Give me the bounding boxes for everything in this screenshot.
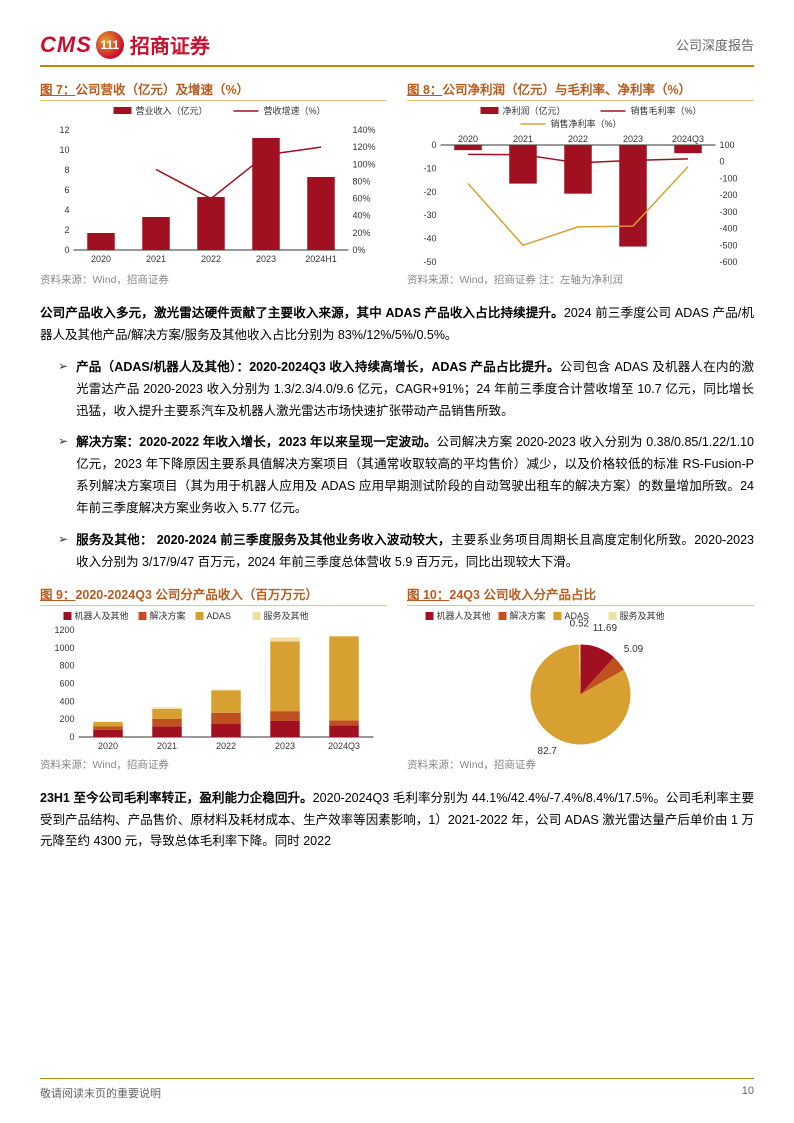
bullet-marker-icon: ➢ [58, 359, 68, 423]
fig9-title: 图 9：2020-2024Q3 公司分产品收入（百万万元） [40, 584, 387, 606]
svg-text:1200: 1200 [54, 625, 74, 635]
report-type: 公司深度报告 [676, 35, 754, 54]
fig8-source: 资料来源：Wind，招商证券 注：左轴为净利润 [407, 272, 754, 287]
svg-text:100%: 100% [353, 159, 376, 169]
bullet-2: ➢ 解决方案：2020-2022 年收入增长，2023 年以来呈现一定波动。公司… [40, 432, 754, 520]
svg-text:2021: 2021 [146, 254, 166, 264]
svg-text:-10: -10 [423, 163, 436, 173]
svg-text:200: 200 [59, 714, 74, 724]
svg-text:11.69: 11.69 [593, 623, 618, 634]
svg-text:0: 0 [431, 140, 436, 150]
fig10-source: 资料来源：Wind，招商证券 [407, 757, 754, 772]
svg-text:-50: -50 [423, 257, 436, 267]
fig9-source: 资料来源：Wind，招商证券 [40, 757, 387, 772]
logo-badge: 111 [96, 31, 124, 59]
logo-text-cn: 招商证券 [130, 30, 210, 59]
svg-text:60%: 60% [353, 194, 371, 204]
fig8-chart: 净利润（亿元）销售毛利率（%）销售净利率（%）-50-40-30-20-100-… [407, 105, 754, 270]
fig7-title: 图 7：公司营收（亿元）及增速（%） [40, 79, 387, 101]
svg-text:4: 4 [64, 205, 69, 215]
svg-text:机器人及其他: 机器人及其他 [437, 610, 491, 621]
svg-text:-400: -400 [720, 224, 738, 234]
svg-text:20%: 20% [353, 228, 371, 238]
svg-text:0%: 0% [353, 245, 366, 255]
svg-text:服务及其他: 服务及其他 [264, 610, 309, 621]
svg-text:2023: 2023 [256, 254, 276, 264]
svg-text:120%: 120% [353, 142, 376, 152]
svg-text:解决方案: 解决方案 [510, 610, 546, 621]
svg-text:-40: -40 [423, 234, 436, 244]
svg-text:2023: 2023 [275, 741, 295, 751]
footer-note: 敬请阅读末页的重要说明 [40, 1085, 161, 1101]
svg-text:2: 2 [64, 225, 69, 235]
svg-text:0: 0 [69, 732, 74, 742]
svg-text:800: 800 [59, 660, 74, 670]
svg-text:82.7: 82.7 [538, 745, 558, 754]
fig7-chart: 营业收入（亿元）营收增速（%）0246810120%20%40%60%80%10… [40, 105, 387, 270]
svg-text:140%: 140% [353, 125, 376, 135]
svg-text:12: 12 [59, 125, 69, 135]
figure-row-7-8: 图 7：公司营收（亿元）及增速（%） 营业收入（亿元） 营收增速（%） 0 2 4 6 8 1… [40, 79, 754, 297]
svg-text:1000: 1000 [54, 642, 74, 652]
svg-text:5.09: 5.09 [624, 644, 644, 655]
figure-row-9-10: 图 9：2020-2024Q3 公司分产品收入（百万万元） 机器人及其他 解决方案… [40, 584, 754, 782]
svg-text:营收增速（%）: 营收增速（%） [264, 105, 326, 116]
svg-text:0.52: 0.52 [570, 618, 590, 629]
svg-text:营业收入（亿元）: 营业收入（亿元） [136, 105, 208, 116]
svg-text:2022: 2022 [201, 254, 221, 264]
fig9-chart: 机器人及其他 解决方案 ADAS 服务及其他 0 200 400 600 800 1000 1200… [40, 610, 387, 755]
svg-text:服务及其他: 服务及其他 [620, 610, 665, 621]
svg-text:0: 0 [64, 245, 69, 255]
svg-text:-300: -300 [720, 207, 738, 217]
svg-text:2024Q3: 2024Q3 [672, 134, 704, 144]
svg-text:-200: -200 [720, 190, 738, 200]
svg-text:ADAS: ADAS [207, 611, 232, 621]
svg-text:2022: 2022 [568, 134, 588, 144]
bullet-marker-icon: ➢ [58, 434, 68, 520]
svg-text:-20: -20 [423, 187, 436, 197]
svg-text:2024Q3: 2024Q3 [328, 741, 360, 751]
svg-text:2020: 2020 [98, 741, 118, 751]
svg-text:2022: 2022 [216, 741, 236, 751]
svg-text:40%: 40% [353, 211, 371, 221]
svg-text:2020: 2020 [91, 254, 111, 264]
svg-text:2024H1: 2024H1 [305, 254, 337, 264]
fig10-chart: 机器人及其他解决方案ADAS服务及其他11.695.0982.70.52 [407, 610, 754, 755]
bullet-1: ➢ 产品（ADAS/机器人及其他）：2020-2024Q3 收入持续高增长，AD… [40, 357, 754, 423]
page-number: 10 [742, 1085, 754, 1101]
paragraph-2: 23H1 至今公司毛利率转正，盈利能力企稳回升。2020-2024Q3 毛利率分… [40, 788, 754, 854]
svg-text:400: 400 [59, 696, 74, 706]
logo-text-en: CMS [40, 32, 92, 58]
svg-text:2023: 2023 [623, 134, 643, 144]
svg-text:-30: -30 [423, 210, 436, 220]
svg-text:-100: -100 [720, 173, 738, 183]
fig8-title: 图 8：公司净利润（亿元）与毛利率、净利率（%） [407, 79, 754, 101]
svg-text:销售毛利率（%）: 销售毛利率（%） [631, 105, 702, 116]
svg-text:600: 600 [59, 678, 74, 688]
svg-text:0: 0 [720, 157, 725, 167]
svg-text:100: 100 [720, 140, 735, 150]
page-footer: 敬请阅读末页的重要说明 10 [40, 1078, 754, 1101]
bullet-marker-icon: ➢ [58, 532, 68, 574]
svg-text:解决方案: 解决方案 [150, 610, 186, 621]
svg-text:8: 8 [64, 165, 69, 175]
bullet-3: ➢ 服务及其他： 2020-2024 前三季度服务及其他业务收入波动较大，主要系… [40, 530, 754, 574]
svg-text:-500: -500 [720, 240, 738, 250]
fig7-source: 资料来源：Wind，招商证券 [40, 272, 387, 287]
svg-text:-600: -600 [720, 257, 738, 267]
svg-text:2021: 2021 [513, 134, 533, 144]
svg-text:销售净利率（%）: 销售净利率（%） [551, 118, 622, 129]
brand-logo: CMS 111 招商证券 [40, 30, 210, 59]
svg-text:10: 10 [59, 145, 69, 155]
fig10-title: 图 10：24Q3 公司收入分产品占比 [407, 584, 754, 606]
svg-text:2021: 2021 [157, 741, 177, 751]
svg-text:净利润（亿元）: 净利润（亿元） [503, 105, 566, 116]
paragraph-1: 公司产品收入多元，激光雷达硬件贡献了主要收入来源，其中 ADAS 产品收入占比持… [40, 303, 754, 347]
svg-text:80%: 80% [353, 176, 371, 186]
svg-text:2020: 2020 [458, 134, 478, 144]
svg-text:6: 6 [64, 185, 69, 195]
svg-text:机器人及其他: 机器人及其他 [75, 610, 129, 621]
page-header: CMS 111 招商证券 公司深度报告 [40, 30, 754, 67]
